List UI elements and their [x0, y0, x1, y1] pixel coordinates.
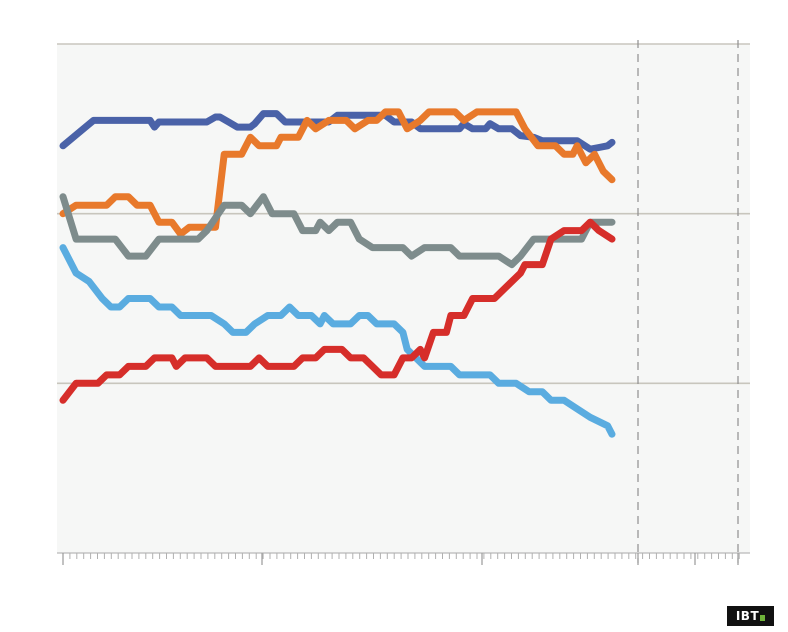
series-line-4: [59, 244, 616, 438]
ibt-logo: IBT: [727, 606, 774, 626]
series-line-2: [59, 108, 616, 238]
logo-accent-mark: [760, 614, 766, 621]
logo-text: IBT: [735, 609, 760, 623]
series-line-5: [59, 218, 616, 404]
series-line-3: [59, 193, 616, 269]
